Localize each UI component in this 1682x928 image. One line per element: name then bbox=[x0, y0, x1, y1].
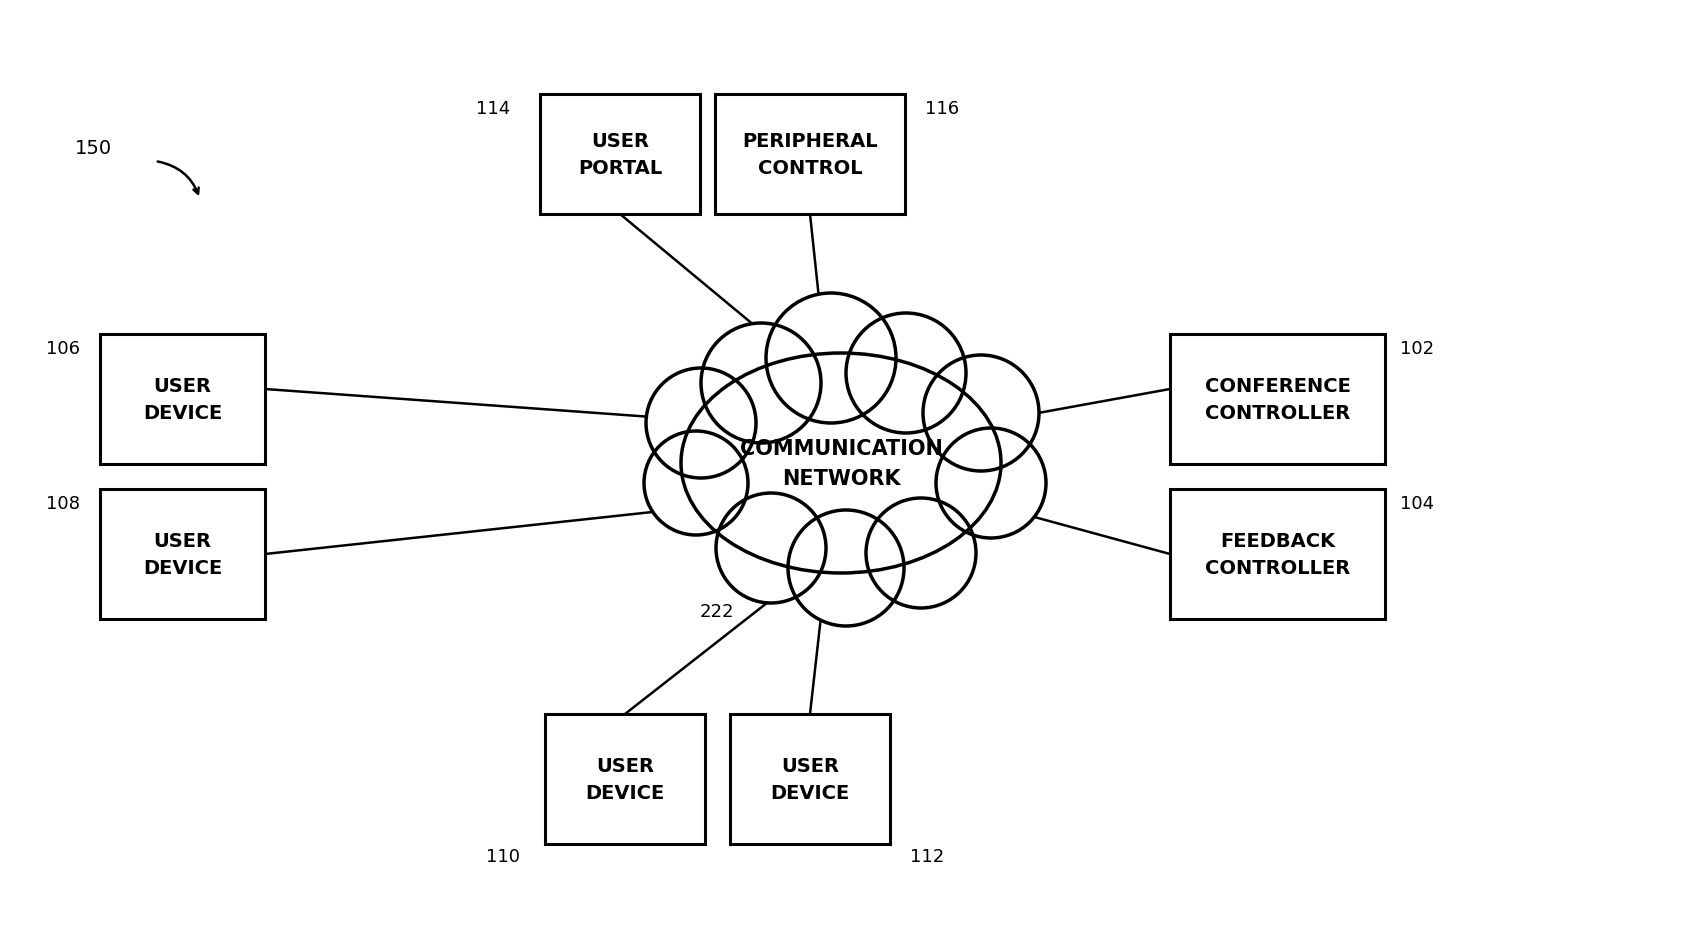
Circle shape bbox=[717, 494, 826, 603]
Text: 114: 114 bbox=[476, 100, 510, 118]
Text: 106: 106 bbox=[45, 340, 81, 357]
FancyBboxPatch shape bbox=[1171, 489, 1384, 619]
Text: USER
DEVICE: USER DEVICE bbox=[143, 377, 222, 422]
Text: 102: 102 bbox=[1399, 340, 1435, 357]
Ellipse shape bbox=[681, 354, 1001, 574]
Circle shape bbox=[644, 432, 748, 535]
FancyBboxPatch shape bbox=[730, 715, 890, 844]
Text: COMMUNICATION
NETWORK: COMMUNICATION NETWORK bbox=[740, 439, 942, 488]
Circle shape bbox=[935, 429, 1046, 538]
FancyBboxPatch shape bbox=[545, 715, 705, 844]
Circle shape bbox=[787, 510, 903, 626]
Text: CONFERENCE
CONTROLLER: CONFERENCE CONTROLLER bbox=[1204, 377, 1351, 422]
Circle shape bbox=[646, 368, 755, 479]
Circle shape bbox=[701, 324, 821, 444]
FancyBboxPatch shape bbox=[99, 489, 266, 619]
Text: 150: 150 bbox=[76, 138, 113, 158]
Text: 116: 116 bbox=[925, 100, 959, 118]
Circle shape bbox=[866, 498, 976, 609]
FancyBboxPatch shape bbox=[540, 95, 700, 214]
Text: 104: 104 bbox=[1399, 495, 1435, 512]
FancyBboxPatch shape bbox=[715, 95, 905, 214]
Text: 112: 112 bbox=[910, 847, 944, 865]
Text: USER
DEVICE: USER DEVICE bbox=[585, 756, 664, 802]
Text: 222: 222 bbox=[700, 602, 735, 620]
Circle shape bbox=[765, 293, 897, 423]
Text: USER
DEVICE: USER DEVICE bbox=[770, 756, 849, 802]
FancyBboxPatch shape bbox=[1171, 335, 1384, 465]
Text: 110: 110 bbox=[486, 847, 520, 865]
Text: 108: 108 bbox=[45, 495, 81, 512]
Circle shape bbox=[846, 314, 965, 433]
Text: USER
DEVICE: USER DEVICE bbox=[143, 532, 222, 577]
Text: USER
PORTAL: USER PORTAL bbox=[579, 132, 663, 177]
Circle shape bbox=[923, 355, 1039, 471]
Text: PERIPHERAL
CONTROL: PERIPHERAL CONTROL bbox=[742, 132, 878, 177]
Text: FEEDBACK
CONTROLLER: FEEDBACK CONTROLLER bbox=[1204, 532, 1351, 577]
FancyBboxPatch shape bbox=[99, 335, 266, 465]
